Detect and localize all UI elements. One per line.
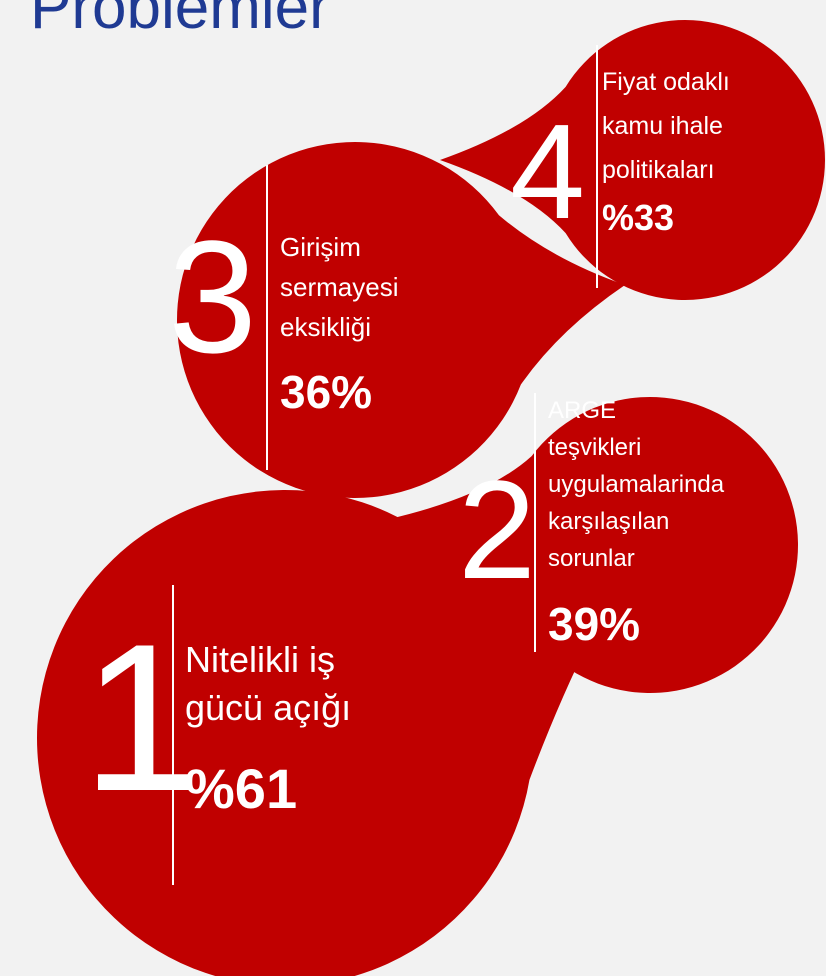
problem-label: sermayesi <box>280 272 398 302</box>
drop-shape <box>385 397 799 694</box>
problem-label: Fiyat odaklı <box>602 68 730 96</box>
problem-label: Girişim <box>280 232 361 262</box>
problem-label: Nitelikli iş <box>185 639 335 680</box>
drop-shape <box>440 20 825 301</box>
problem-label: karşılaşılan <box>548 508 669 535</box>
rank-number: 2 <box>458 451 536 608</box>
percentage: %33 <box>602 197 674 238</box>
problem-label: kamu ihale <box>602 112 723 140</box>
drop-shape <box>37 490 605 976</box>
rank-number: 1 <box>82 600 199 835</box>
problem-label: sorunlar <box>548 545 635 572</box>
percentage: 36% <box>280 366 372 418</box>
rank-number: 4 <box>510 96 585 247</box>
problem-label: uygulamalarinda <box>548 471 725 498</box>
problem-label: eksikliği <box>280 312 371 342</box>
rank-number: 3 <box>168 207 257 386</box>
problem-label: ARGE <box>548 397 616 424</box>
drop-shape <box>177 142 625 499</box>
percentage: %61 <box>185 757 297 820</box>
problem-label: teşvikleri <box>548 434 641 461</box>
drops <box>37 20 825 976</box>
title: Problemler <box>30 0 330 42</box>
problem-label: politikaları <box>602 156 715 184</box>
percentage: 39% <box>548 598 640 650</box>
problem-label: gücü açığı <box>185 687 351 728</box>
